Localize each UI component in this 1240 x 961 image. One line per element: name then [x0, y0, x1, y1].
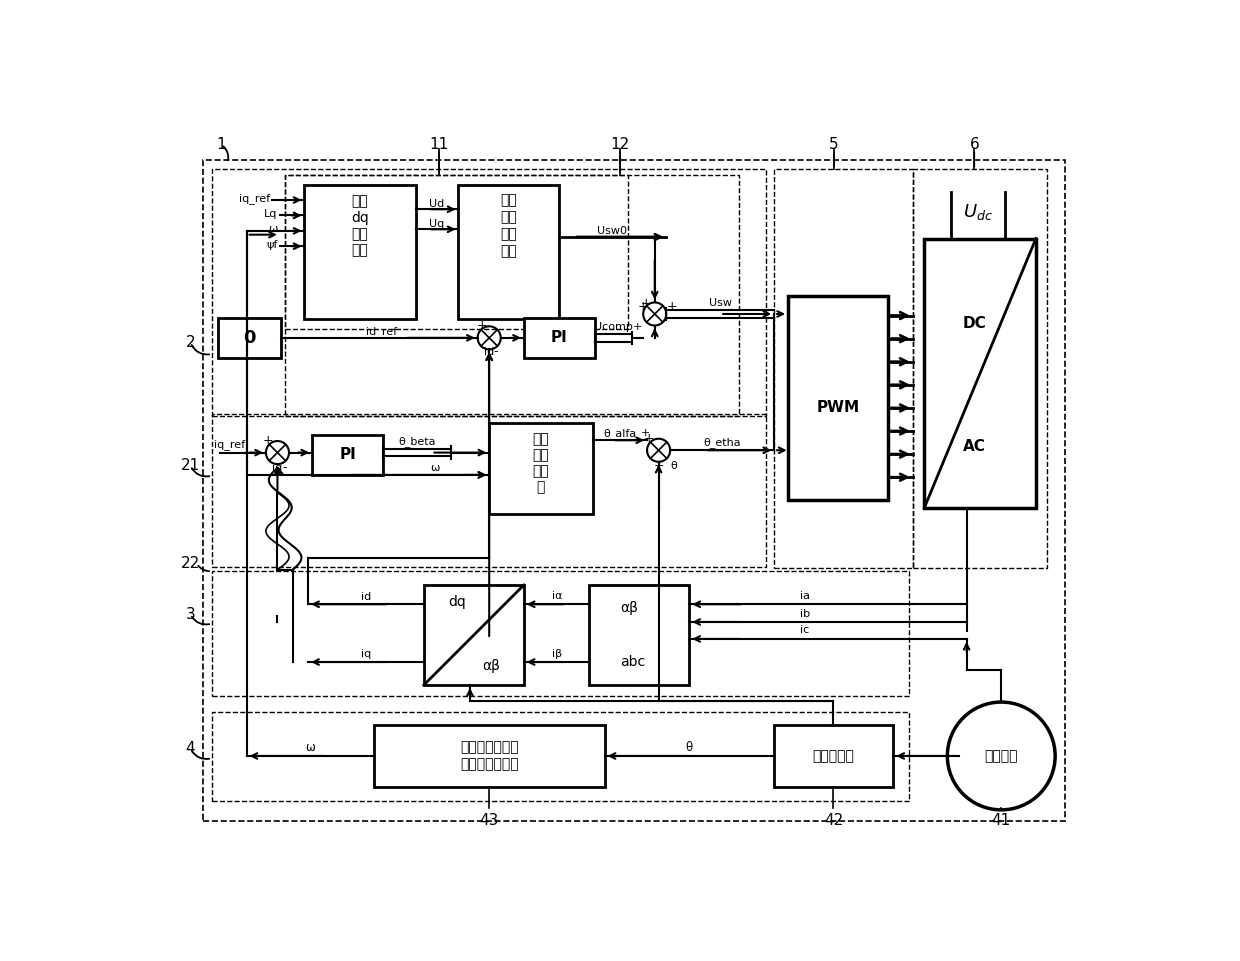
Text: +: + — [653, 459, 663, 472]
Text: 电压: 电压 — [351, 243, 368, 258]
Text: ω: ω — [430, 463, 440, 473]
Text: 位置传感器: 位置传感器 — [812, 749, 854, 763]
Text: θ_alfa: θ_alfa — [604, 428, 636, 439]
Text: iq: iq — [273, 463, 283, 473]
Bar — [787, 296, 888, 501]
Text: 幅值: 幅值 — [500, 244, 517, 258]
Text: 43: 43 — [480, 813, 498, 828]
Text: 3: 3 — [186, 606, 196, 622]
Text: 41: 41 — [992, 813, 1011, 828]
Text: +: + — [262, 433, 273, 447]
Text: 夹角: 夹角 — [532, 431, 549, 446]
Text: +: + — [644, 432, 655, 445]
Text: 计算: 计算 — [500, 193, 517, 207]
Text: 机实际电角速度: 机实际电角速度 — [460, 757, 518, 772]
Bar — [212, 571, 909, 696]
Text: iq_ref: iq_ref — [238, 193, 270, 204]
Text: 22: 22 — [181, 556, 200, 571]
Text: iβ: iβ — [552, 649, 562, 658]
Text: +: + — [637, 300, 649, 312]
Bar — [424, 585, 523, 685]
Bar — [312, 435, 383, 475]
Text: 42: 42 — [823, 813, 843, 828]
Text: PWM: PWM — [816, 401, 859, 415]
Text: PI: PI — [551, 331, 568, 345]
Text: ic: ic — [800, 626, 810, 635]
Text: Ucomp: Ucomp — [594, 322, 632, 333]
Bar — [490, 423, 593, 514]
Text: iq: iq — [361, 650, 371, 659]
Text: id: id — [484, 348, 495, 357]
Bar — [285, 175, 739, 415]
Text: Usw0: Usw0 — [598, 226, 627, 235]
Text: αβ: αβ — [620, 602, 637, 615]
Text: θ: θ — [686, 741, 693, 754]
Text: +: + — [640, 297, 651, 309]
Text: 计算: 计算 — [532, 448, 549, 462]
Text: 4: 4 — [186, 741, 195, 755]
Text: $U_{dc}$: $U_{dc}$ — [963, 202, 993, 222]
Bar — [924, 238, 1035, 508]
Text: 21: 21 — [181, 458, 200, 473]
Bar — [459, 185, 558, 319]
Text: 0: 0 — [243, 329, 255, 347]
Text: ib: ib — [800, 608, 810, 619]
Text: 2: 2 — [186, 335, 195, 350]
Text: abc: abc — [620, 655, 645, 669]
Text: dq: dq — [448, 595, 466, 609]
Text: ψf: ψf — [267, 239, 278, 250]
Text: 子单: 子单 — [532, 464, 549, 478]
Text: Ud: Ud — [429, 199, 444, 209]
Text: 前馈: 前馈 — [500, 209, 517, 224]
Text: PI: PI — [340, 448, 356, 462]
Text: id_ref: id_ref — [366, 326, 397, 337]
Text: -: - — [494, 345, 497, 358]
Bar — [774, 726, 894, 787]
Bar — [523, 318, 595, 357]
Bar — [203, 160, 1065, 821]
Text: αβ: αβ — [482, 659, 500, 673]
Bar — [285, 175, 627, 330]
Bar — [212, 414, 766, 567]
Text: 前馈: 前馈 — [351, 227, 368, 241]
Text: 计算: 计算 — [351, 194, 368, 209]
Text: θ_beta: θ_beta — [399, 436, 436, 447]
Text: 12: 12 — [610, 137, 630, 152]
Bar — [373, 726, 605, 787]
Text: AC: AC — [963, 439, 986, 454]
Text: +: + — [666, 300, 677, 312]
Text: 牵引电机: 牵引电机 — [985, 749, 1018, 763]
Text: 元: 元 — [537, 480, 544, 494]
Bar — [304, 185, 417, 319]
Text: +: + — [641, 429, 650, 438]
Text: ia: ia — [800, 591, 810, 601]
Bar — [218, 318, 281, 357]
Text: -: - — [283, 460, 288, 474]
Bar — [212, 712, 909, 801]
Text: ω: ω — [268, 224, 278, 234]
Text: id: id — [361, 592, 371, 602]
Bar — [913, 169, 1048, 568]
Text: Usw: Usw — [709, 298, 732, 308]
Text: 5: 5 — [830, 137, 839, 152]
Bar — [212, 169, 766, 415]
Text: DC: DC — [962, 316, 986, 331]
Text: θ_etha: θ_etha — [703, 437, 742, 448]
Text: iα: iα — [552, 591, 562, 601]
Text: iq_ref: iq_ref — [215, 438, 246, 450]
Text: 11: 11 — [429, 137, 449, 152]
Text: 微分运算计算电: 微分运算计算电 — [460, 740, 518, 753]
Text: +: + — [476, 319, 487, 333]
Text: dq: dq — [351, 210, 368, 225]
Text: 1: 1 — [217, 137, 226, 152]
Text: 电压: 电压 — [500, 227, 517, 241]
Text: 6: 6 — [970, 137, 980, 152]
Bar — [589, 585, 689, 685]
Text: +: + — [634, 322, 642, 333]
Bar — [774, 169, 913, 568]
Text: Uq: Uq — [429, 219, 444, 229]
Text: Lq: Lq — [264, 209, 278, 219]
Text: ω: ω — [305, 741, 315, 754]
Text: θ: θ — [670, 460, 677, 471]
